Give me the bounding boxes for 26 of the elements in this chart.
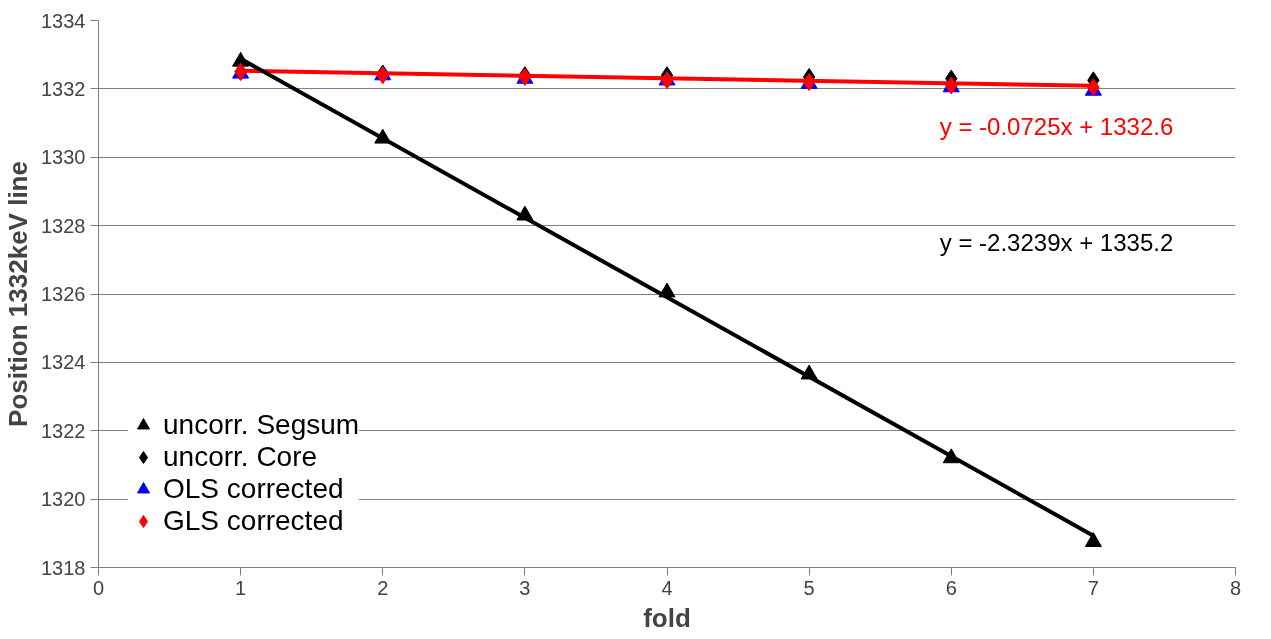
y-tick-label: 1322 (41, 419, 86, 442)
y-tick-label: 1330 (41, 146, 86, 169)
y-tick-label: 1328 (41, 214, 86, 237)
x-tick-label: 4 (661, 576, 673, 599)
y-tick-label: 1334 (41, 9, 86, 32)
y-tick-label: 1324 (41, 351, 86, 374)
x-tick-label: 7 (1087, 576, 1099, 599)
y-tick-label: 1332 (41, 77, 86, 100)
x-tick-label: 1 (235, 576, 247, 599)
y-tick-label: 1320 (41, 488, 86, 511)
x-tick-label: 8 (1229, 576, 1242, 599)
annotation: y = -0.0725x + 1332.6 (939, 113, 1174, 140)
x-tick-label: 0 (92, 576, 105, 599)
y-tick-label: 1318 (41, 556, 86, 579)
x-tick-label: 6 (945, 576, 957, 599)
x-axis-title: fold (643, 602, 691, 633)
legend-label: uncorr. Core (163, 441, 318, 473)
legend-label: uncorr. Segsum (163, 409, 360, 441)
x-tick-label: 2 (377, 576, 389, 599)
y-axis-title: Position 1332keV line (3, 161, 34, 427)
x-tick-label: 3 (519, 576, 531, 599)
x-tick-label: 5 (803, 576, 815, 599)
legend-label: GLS corrected (163, 505, 344, 537)
legend-label: OLS corrected (163, 473, 344, 505)
y-tick-label: 1326 (41, 283, 86, 305)
annotation: y = -2.3239x + 1335.2 (939, 229, 1174, 256)
